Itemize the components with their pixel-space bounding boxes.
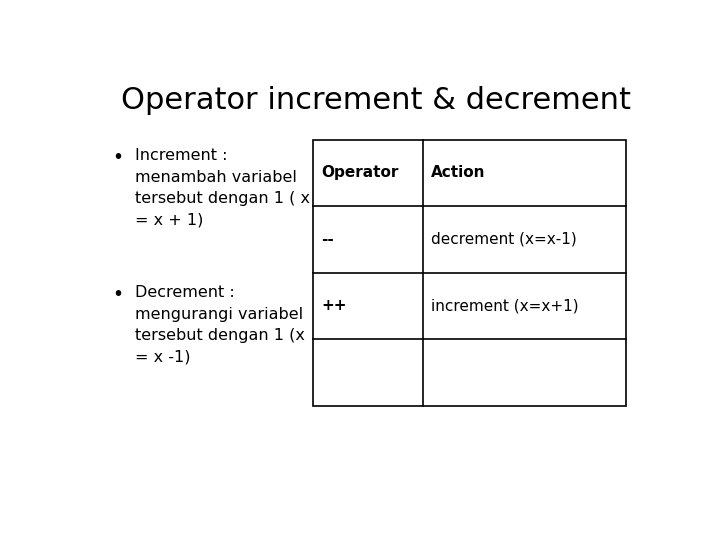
Text: Increment :
menambah variabel
tersebut dengan 1 ( x
= x + 1): Increment : menambah variabel tersebut d…	[135, 148, 310, 228]
Text: Decrement :
mengurangi variabel
tersebut dengan 1 (x
= x -1): Decrement : mengurangi variabel tersebut…	[135, 285, 305, 365]
Text: •: •	[112, 148, 123, 167]
Text: Action: Action	[431, 165, 485, 180]
Text: --: --	[322, 232, 334, 247]
Text: Operator increment & decrement: Operator increment & decrement	[121, 85, 631, 114]
Bar	[313, 140, 626, 406]
Text: decrement (x=x-1): decrement (x=x-1)	[431, 232, 577, 247]
Text: Operator: Operator	[322, 165, 399, 180]
Text: •: •	[112, 285, 123, 304]
Text: increment (x=x+1): increment (x=x+1)	[431, 299, 579, 313]
Text: ++: ++	[322, 299, 347, 313]
